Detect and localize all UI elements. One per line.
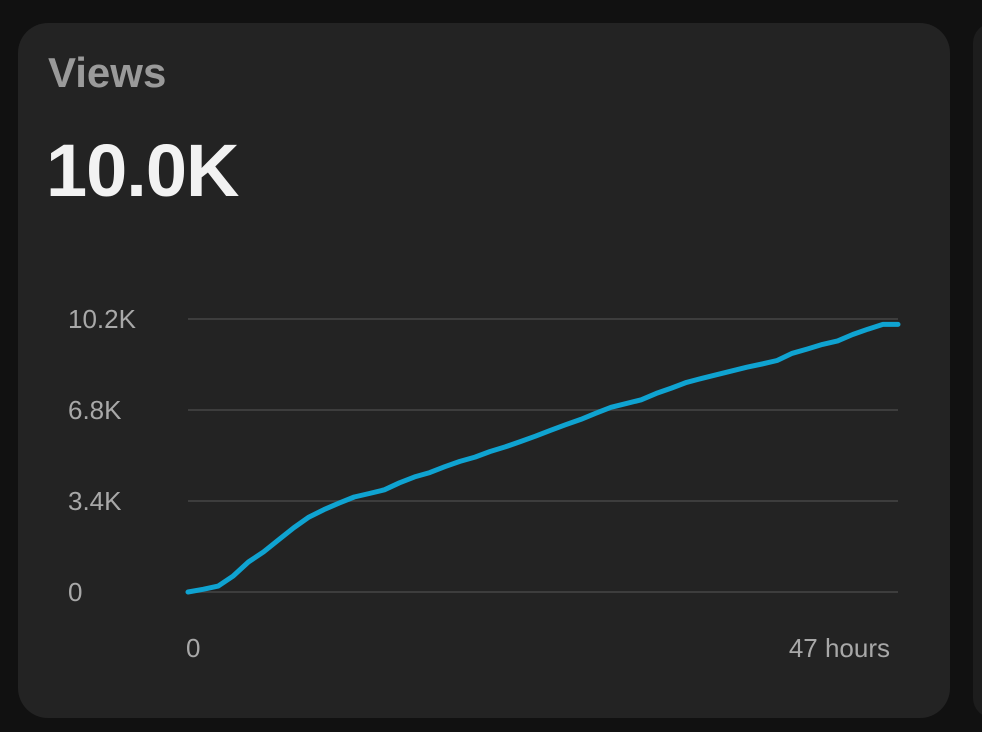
y-tick-label: 3.4K — [68, 486, 122, 516]
x-tick-label: 47 hours — [789, 633, 890, 663]
views-series-line — [185, 321, 901, 595]
views-total-value: 10.0K — [46, 129, 239, 212]
grid-lines — [188, 318, 898, 593]
next-card-edge[interactable] — [973, 23, 982, 718]
x-tick-labels: 0 47 hours — [186, 633, 890, 663]
y-tick-label: 6.8K — [68, 395, 122, 425]
y-tick-label: 10.2K — [68, 304, 137, 334]
series-lines — [185, 321, 901, 595]
y-tick-labels: 0 3.4K 6.8K 10.2K — [68, 304, 137, 607]
card-title: Views — [48, 49, 167, 96]
y-tick-label: 0 — [68, 577, 82, 607]
x-tick-label: 0 — [186, 633, 200, 663]
views-card[interactable] — [18, 23, 950, 718]
